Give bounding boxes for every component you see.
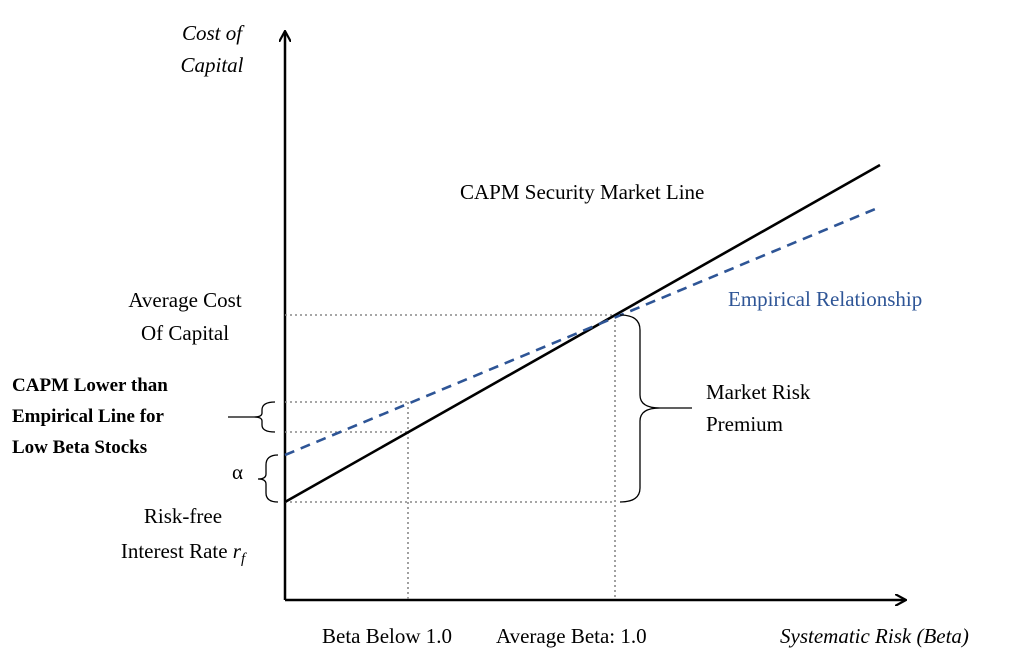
capm-lower-label: Low Beta Stocks bbox=[12, 437, 147, 458]
low-beta-brace bbox=[228, 401, 276, 433]
empirical-line bbox=[284, 205, 881, 457]
capm-label: CAPM Security Market Line bbox=[460, 180, 704, 204]
average-cost-label: Average Cost bbox=[128, 288, 241, 312]
guide-lines bbox=[285, 314, 616, 600]
alpha-label: α bbox=[232, 460, 243, 484]
y-axis-label: Cost of bbox=[182, 21, 245, 45]
empirical-label: Empirical Relationship bbox=[728, 287, 922, 311]
average-beta-label: Average Beta: 1.0 bbox=[496, 624, 647, 648]
x-axis-label: Systematic Risk (Beta) bbox=[780, 624, 969, 648]
risk-free-symbol: r bbox=[233, 539, 242, 563]
risk-free-label: Interest Rate rf bbox=[121, 539, 247, 567]
capm-lower-label: Empirical Line for bbox=[12, 406, 165, 427]
capm-line bbox=[284, 163, 881, 504]
risk-free-label: Risk-free bbox=[144, 504, 222, 528]
beta-below-label: Beta Below 1.0 bbox=[322, 624, 452, 648]
capm-lower-label: CAPM Lower than bbox=[12, 375, 168, 396]
y-axis-label: Capital bbox=[180, 53, 243, 77]
risk-free-text: Interest Rate bbox=[121, 539, 228, 563]
risk-free-subscript: f bbox=[241, 551, 247, 567]
premium-brace bbox=[619, 314, 692, 503]
premium-label: Market Risk bbox=[706, 380, 811, 404]
premium-label: Premium bbox=[706, 412, 783, 436]
average-cost-label: Of Capital bbox=[141, 321, 229, 345]
alpha-brace bbox=[257, 454, 279, 503]
